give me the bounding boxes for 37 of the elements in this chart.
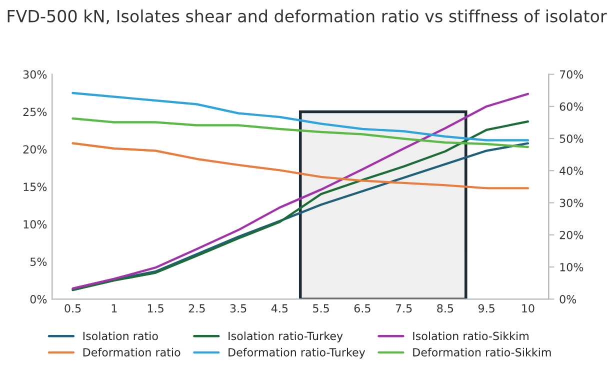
x-tick-label: 8.5: [437, 304, 454, 313]
y2-tick-label: 30%: [560, 198, 584, 208]
x-tick-label: 5.5: [313, 304, 329, 313]
legend-label: Isolation ratio: [83, 332, 158, 340]
x-tick-label: 7.5: [396, 304, 412, 313]
y2-tick-label: 10%: [560, 262, 584, 272]
y-tick-label: 15%: [24, 182, 47, 192]
x-tick-label: 1: [112, 304, 117, 312]
line-series: [72, 142, 530, 190]
x-tick-label: 10: [522, 304, 534, 313]
line-series: [72, 92, 530, 142]
y2-tick-label: 40%: [560, 166, 584, 176]
x-tick-label: 4.5: [271, 304, 288, 313]
legend-label: Deformation ratio-Turkey: [228, 348, 366, 359]
y2-tick-label: 70%: [560, 70, 584, 79]
legend-label: Isolation ratio-Turkey: [228, 332, 343, 342]
chart-title: FVD-500 kN, Isolates shear and deformation ratio vs stiffness of isolator: [8, 10, 607, 24]
legend-label: Isolation ratio-Sikkim: [413, 332, 528, 340]
y2-tick-label: 50%: [560, 134, 584, 143]
legend-label: Deformation ratio: [83, 348, 180, 356]
y-tick-label: 25%: [23, 108, 47, 116]
x-tick-label: 0.5: [64, 304, 81, 313]
x-tick-label: 3.5: [230, 304, 246, 313]
y-tick-label: 10%: [24, 220, 47, 229]
x-tick-label: 6.5: [354, 304, 370, 313]
y-tick-label: 0%: [30, 295, 47, 304]
x-tick-label: 2.5: [188, 304, 205, 313]
y-tick-label: 20%: [23, 145, 47, 154]
y2-tick-label: 20%: [560, 230, 584, 240]
x-tick-label: 9.5: [478, 304, 494, 313]
y2-tick-label: 0%: [560, 295, 576, 304]
x-tick-label: 1.5: [148, 304, 164, 313]
y-tick-label: 30%: [23, 70, 47, 79]
y2-tick-label: 60%: [560, 102, 584, 111]
line-series: [72, 117, 530, 148]
y-tick-label: 5%: [30, 258, 47, 266]
legend-label: Deformation ratio-Sikkim: [413, 348, 551, 356]
